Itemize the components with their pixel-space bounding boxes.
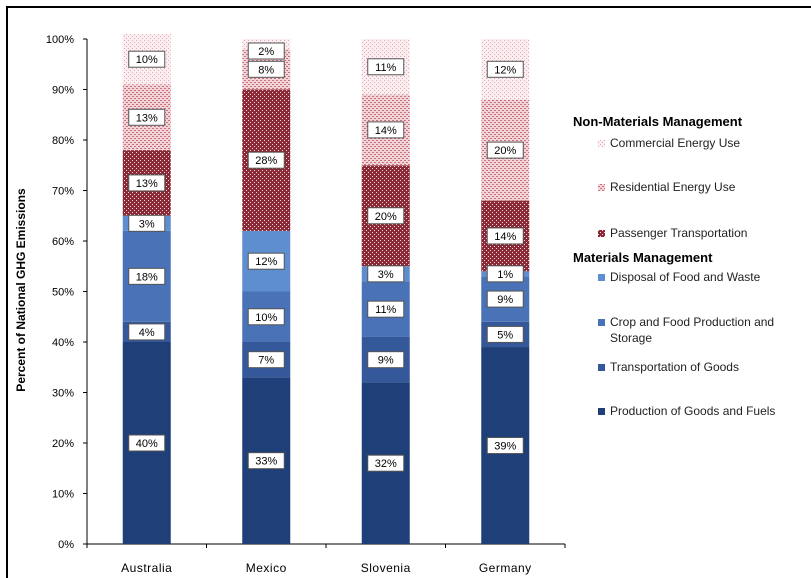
data-label-box (128, 267, 166, 285)
data-label: 4% (139, 327, 155, 339)
legend: Non-Materials Management Commercial Energ… (573, 114, 775, 418)
data-label: 12% (255, 256, 277, 268)
data-label: 14% (375, 125, 397, 137)
y-tick-label: 20% (52, 438, 74, 450)
data-label: 9% (378, 355, 394, 367)
legend-swatch (598, 184, 605, 191)
x-tick-label: Slovenia (361, 561, 411, 575)
data-label-box (247, 308, 285, 326)
data-label-box (486, 141, 524, 159)
data-label: 10% (136, 54, 158, 66)
legend-swatch (598, 140, 605, 147)
y-axis-label: Percent of National GHG Emissions (14, 188, 28, 392)
data-label: 39% (494, 441, 516, 453)
data-label: 9% (497, 294, 513, 306)
data-label-box (486, 265, 524, 283)
data-label-box (128, 108, 166, 126)
data-label-box (367, 58, 405, 76)
legend-swatch (598, 319, 605, 326)
y-tick-label: 50% (52, 287, 74, 299)
legend-label: Production of Goods and Fuels (610, 404, 775, 418)
data-label: 5% (497, 329, 513, 341)
data-label-box (128, 323, 166, 341)
y-tick-label: 30% (52, 388, 74, 400)
data-label-box (367, 351, 405, 369)
legend-label: Passenger Transportation (610, 226, 747, 240)
data-label: 33% (255, 456, 277, 468)
axes: 0% 10% 20% 30% 40% 50% 60% 70% 80% 90% 100% Austral… (46, 34, 566, 575)
legend-label: Crop and Food Production and Storage (610, 315, 774, 345)
legend-group-title: Non-Materials Management (573, 114, 743, 129)
legend-swatch (598, 274, 605, 281)
data-label-box (367, 265, 405, 283)
data-label-box (247, 351, 285, 369)
data-label-box (367, 454, 405, 472)
data-label-box (128, 174, 166, 192)
y-tick-label: 100% (46, 34, 74, 46)
data-label-box (486, 60, 524, 78)
data-label-box (247, 151, 285, 169)
data-label-box (247, 452, 285, 470)
data-label: 2% (258, 46, 274, 58)
data-label-box (247, 60, 285, 78)
data-label: 3% (378, 269, 394, 281)
y-tick-label: 40% (52, 337, 74, 349)
x-tick-label: Germany (479, 561, 532, 575)
legend-label: Transportation of Goods (610, 360, 739, 374)
data-label-box (486, 325, 524, 343)
legend-swatch (598, 230, 605, 237)
chart-frame (6, 6, 811, 578)
y-tick-label: 60% (52, 236, 74, 248)
y-tick-label: 90% (52, 85, 74, 97)
data-label: 1% (497, 269, 513, 281)
data-label-box (367, 121, 405, 139)
data-label: 13% (136, 178, 158, 190)
data-label: 20% (375, 211, 397, 223)
data-label: 10% (255, 312, 277, 324)
legend-label: Disposal of Food and Waste (610, 270, 761, 284)
data-label-box (128, 434, 166, 452)
data-label-box (247, 42, 285, 60)
y-tick-label: 70% (52, 186, 74, 198)
legend-swatch (598, 364, 605, 371)
data-label-box (128, 214, 166, 232)
bars: 40% 4% 18% 3% 13% 13% 10% 33% 7% 10% 12% 28% 8% 2% 32%… (122, 33, 530, 544)
data-label-box (367, 207, 405, 225)
data-label: 11% (375, 304, 396, 316)
data-label: 13% (136, 112, 158, 124)
y-tick-label: 10% (52, 489, 74, 501)
data-label: 7% (258, 355, 274, 367)
data-label-box (128, 50, 166, 68)
data-label: 18% (136, 271, 158, 283)
x-tick-label: Australia (121, 561, 172, 575)
legend-label: Commercial Energy Use (610, 136, 740, 150)
data-label-box (486, 437, 524, 455)
data-label: 3% (139, 218, 155, 230)
legend-group-title: Materials Management (573, 250, 713, 265)
legend-label: Residential Energy Use (610, 180, 736, 194)
data-label: 28% (255, 155, 277, 167)
data-label-box (486, 290, 524, 308)
x-tick-label: Mexico (246, 561, 287, 575)
legend-swatch (598, 408, 605, 415)
data-label: 20% (494, 145, 516, 157)
data-label-box (486, 227, 524, 245)
data-label-box (367, 300, 405, 318)
data-label: 12% (494, 64, 516, 76)
data-label: 11% (375, 62, 396, 74)
y-tick-label: 80% (52, 135, 74, 147)
data-label: 8% (258, 64, 274, 76)
data-label-box (247, 252, 285, 270)
data-label: 40% (136, 438, 158, 450)
y-tick-label: 0% (58, 539, 74, 551)
data-label: 32% (375, 458, 397, 470)
data-label: 14% (494, 231, 516, 243)
